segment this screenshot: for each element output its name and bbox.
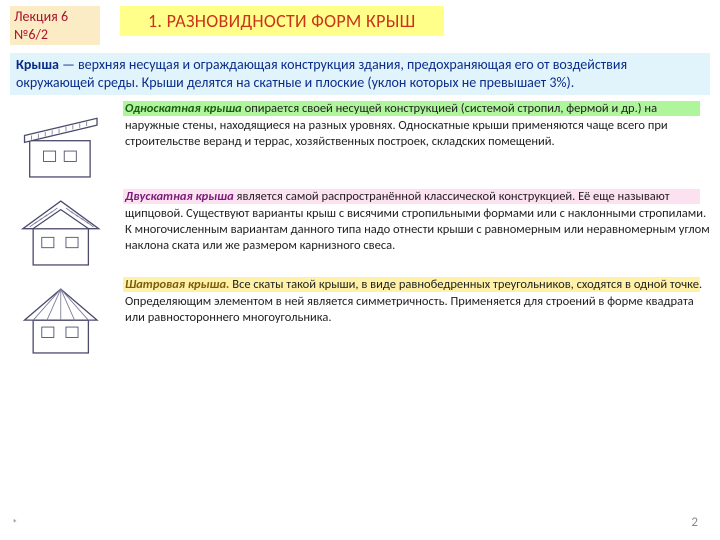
shed-roof-text: Односкатная крыша опирается своей несуще… [125,101,710,150]
shed-roof-icon [10,101,115,183]
hipped-roof-lead: Шатровая крыша. [125,277,229,292]
roof-row-gable: Двускатная крыша является самой распрост… [10,189,710,271]
lecture-badge: Лекция 6 №6/2 [10,6,100,45]
gable-roof-text: Двускатная крыша является самой распрост… [125,189,710,254]
header-row: Лекция 6 №6/2 1. РАЗНОВИДНОСТИ ФОРМ КРЫШ [0,0,720,45]
footer-page-number: 2 [691,515,698,530]
hipped-roof-icon [10,277,115,359]
lecture-line1: Лекция 6 [14,8,68,25]
gable-roof-lead: Двускатная крыша [125,189,234,204]
gable-roof-icon [10,189,115,271]
roof-row-hipped: Шатровая крыша. Все скаты такой крыши, в… [10,277,710,359]
hipped-roof-text: Шатровая крыша. Все скаты такой крыши, в… [125,277,710,326]
page-title: 1. РАЗНОВИДНОСТИ ФОРМ КРЫШ [120,6,444,36]
lecture-line2: №6/2 [14,26,48,43]
intro-bold: Крыша [16,56,59,73]
intro-text: — верхняя несущая и ограждающая конструк… [16,56,627,91]
footer-star: * [12,517,17,530]
intro-definition: Крыша — верхняя несущая и ограждающая ко… [10,53,710,95]
roof-row-shed: Односкатная крыша опирается своей несуще… [10,101,710,183]
shed-roof-lead: Односкатная крыша [125,101,242,116]
